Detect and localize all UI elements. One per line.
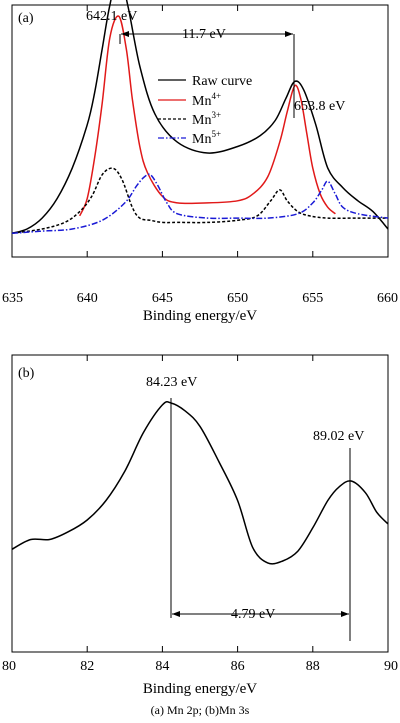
x-axis-ticks-b: 80 82 84 86 88 90: [2, 355, 398, 674]
peak-label-84: 84.23 eV: [146, 375, 197, 390]
x-tick-label-b: 86: [231, 659, 245, 674]
arrowhead-left-a: [121, 31, 129, 37]
legend-label-mn3-base: Mn: [192, 113, 211, 128]
legend-label-mn4: Mn4+: [192, 91, 221, 109]
series-line-mn3: [11, 167, 388, 235]
legend-label-mn5-sup: 5+: [211, 129, 221, 139]
x-tick-label-a: 655: [302, 291, 323, 306]
arrowhead-left-b: [172, 611, 180, 617]
x-axis-label-a: Binding energy/eV: [143, 308, 257, 324]
legend-label-raw: Raw curve: [192, 74, 252, 89]
x-tick-label-a: 635: [2, 291, 23, 306]
x-tick-label-a: 650: [227, 291, 248, 306]
x-axis-ticks-a: 635 640 645 650 655 660: [2, 5, 398, 306]
arrowhead-right-a: [285, 31, 293, 37]
legend-label-mn5: Mn5+: [192, 129, 221, 147]
series-line-mn5: [11, 173, 389, 235]
x-tick-label-b: 80: [2, 659, 16, 674]
arrowhead-right-b: [341, 611, 349, 617]
x-axis-label-b: Binding energy/eV: [143, 681, 257, 697]
x-tick-label-b: 90: [384, 659, 398, 674]
peak-label-89: 89.02 eV: [313, 429, 364, 444]
figure-caption: (a) Mn 2p; (b)Mn 3s: [150, 703, 250, 717]
legend-label-mn4-sup: 4+: [211, 91, 221, 101]
legend-label-mn4-base: Mn: [192, 94, 211, 109]
peak-label-642: 642.1 eV: [86, 9, 137, 24]
x-tick-label-a: 660: [377, 291, 398, 306]
panel-b-mn3s: (b) 80 82 84 86 88 90 84.23 eV 89.02 eV 4.79 …: [2, 354, 398, 697]
legend-a: Raw curve Mn4+ Mn3+ Mn5+: [158, 74, 252, 147]
series-line-raw: [11, 0, 389, 235]
x-tick-label-a: 645: [152, 291, 173, 306]
x-tick-label-b: 84: [155, 659, 169, 674]
separation-label-a: 11.7 eV: [182, 27, 226, 42]
legend-label-mn5-base: Mn: [192, 132, 211, 147]
separation-label-b: 4.79 eV: [231, 607, 275, 622]
x-tick-label-b: 82: [80, 659, 94, 674]
panel-label-b: (b): [18, 366, 35, 381]
legend-label-mn3: Mn3+: [192, 110, 221, 128]
panel-a-mn2p: (a) 635 640 645 650 655 660 642.1 eV 11.7 eV …: [2, 0, 398, 324]
peak-label-653: 653.8 eV: [294, 99, 345, 114]
panel-label-a: (a): [18, 11, 34, 26]
x-tick-label-a: 640: [77, 291, 98, 306]
plot-frame-b: [11, 354, 389, 653]
x-tick-label-b: 88: [306, 659, 320, 674]
series-line-mn3s: [11, 401, 389, 565]
series-group-a: [11, 0, 389, 235]
series-group-b: [11, 401, 389, 565]
series-line-mn4: [79, 15, 336, 217]
plot-frame-a: [11, 4, 389, 258]
legend-label-mn3-sup: 3+: [211, 110, 221, 120]
